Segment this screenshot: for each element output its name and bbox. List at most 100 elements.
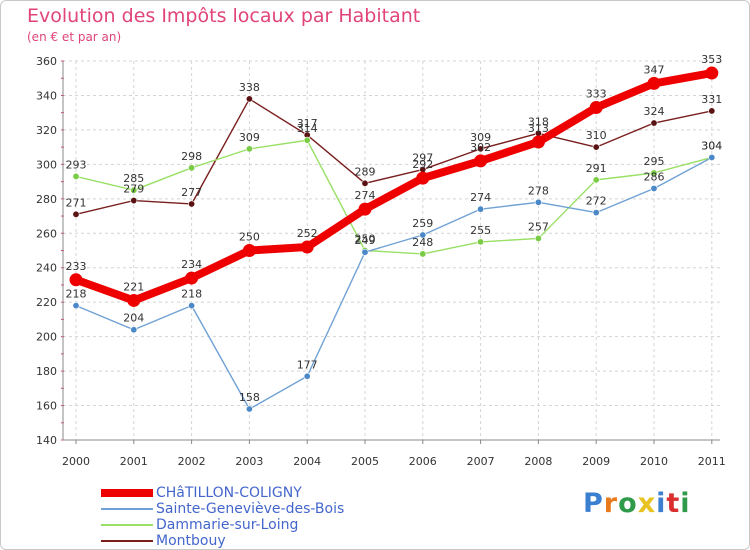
data-label: 293 (66, 158, 87, 171)
data-label: 278 (528, 184, 549, 197)
legend-swatch (101, 524, 153, 526)
data-label: 259 (412, 217, 433, 230)
data-label: 304 (701, 139, 722, 152)
data-point (300, 240, 314, 254)
data-label: 353 (701, 53, 722, 66)
data-label: 218 (181, 288, 202, 301)
data-point (650, 184, 658, 192)
data-label: 277 (181, 186, 202, 199)
data-label: 234 (181, 258, 202, 271)
data-label: 338 (239, 81, 260, 94)
data-label: 158 (239, 391, 260, 404)
data-label: 252 (297, 227, 318, 240)
data-label: 285 (123, 172, 144, 185)
y-tick-label: 180 (36, 365, 57, 378)
data-point (534, 198, 542, 206)
x-tick-label: 2000 (62, 455, 90, 468)
data-label: 302 (470, 141, 491, 154)
data-point (474, 154, 488, 168)
series-layer (69, 66, 719, 413)
logo-letter: i (680, 488, 691, 519)
legend-swatch (101, 508, 153, 510)
data-point (72, 210, 80, 218)
data-point (419, 231, 427, 239)
data-point (592, 209, 600, 217)
x-tick-label: 2001 (120, 455, 148, 468)
data-label: 250 (239, 231, 260, 244)
data-label: 221 (123, 280, 144, 293)
logo-letter: P (583, 488, 604, 519)
data-label: 218 (66, 288, 87, 301)
data-point (650, 119, 658, 127)
data-label: 286 (644, 170, 665, 183)
y-tick-label: 140 (36, 434, 57, 447)
data-label: 347 (644, 63, 665, 76)
logo-letter: r (603, 488, 619, 519)
data-point (72, 302, 80, 310)
y-tick-label: 260 (36, 227, 57, 240)
data-label: 274 (355, 189, 376, 202)
series-line (75, 139, 713, 255)
data-point (477, 145, 485, 153)
data-label: 292 (412, 158, 433, 171)
data-label: 248 (412, 236, 433, 249)
logo-letter: x (637, 488, 657, 519)
legend-swatch (101, 540, 153, 542)
data-point (127, 293, 141, 307)
grid-layer (63, 60, 720, 441)
data-label: 272 (586, 195, 607, 208)
data-point (589, 101, 603, 115)
data-point (130, 186, 138, 194)
data-label-layer: 271 279 277 338 317 289 297 309 318 310 324 331 293 2… (66, 53, 723, 404)
data-point (650, 169, 658, 177)
data-label: 295 (644, 155, 665, 168)
y-tick-label: 340 (36, 89, 57, 102)
legend-label: Montbouy (156, 533, 226, 549)
data-label: 298 (181, 150, 202, 163)
data-label: 274 (470, 191, 491, 204)
data-point (358, 202, 372, 216)
data-point (416, 171, 430, 185)
data-point (705, 66, 719, 80)
chart-subtitle: (en € et par an) (27, 30, 122, 44)
proxiti-logo: Proxiti (583, 488, 691, 519)
chart-legend: CHâTILLON-COLIGNY Sainte-Geneviève-des-B… (101, 485, 521, 549)
data-label: 304 (701, 139, 722, 152)
data-point (647, 76, 661, 90)
x-tick-label: 2007 (467, 455, 495, 468)
data-label: 318 (528, 115, 549, 128)
data-label: 297 (412, 152, 433, 165)
data-point (477, 205, 485, 213)
data-label: 324 (644, 105, 665, 118)
legend-label: Sainte-Geneviève-des-Bois (156, 501, 345, 517)
legend-item: Montbouy (101, 533, 521, 549)
data-point (130, 326, 138, 334)
y-tick-label: 240 (36, 262, 57, 275)
x-tick-label: 2008 (524, 455, 552, 468)
series-line (75, 156, 713, 410)
data-point (708, 153, 716, 161)
y-tick-label: 160 (36, 400, 57, 413)
data-label: 233 (66, 260, 87, 273)
data-label: 309 (239, 131, 260, 144)
data-point (69, 273, 83, 287)
y-tick-label: 220 (36, 296, 57, 309)
data-point (188, 302, 196, 310)
data-point (303, 136, 311, 144)
logo-letter: t (666, 488, 681, 519)
data-point (361, 179, 369, 187)
data-label: 271 (66, 196, 87, 209)
legend-label: Dammarie-sur-Loing (156, 517, 299, 533)
data-label: 309 (470, 131, 491, 144)
y-tick-label: 300 (36, 158, 57, 171)
data-point (419, 250, 427, 258)
data-label: 314 (297, 122, 318, 135)
chart-title: Evolution des Impôts locaux par Habitant (27, 5, 421, 27)
data-point (534, 234, 542, 242)
data-point (592, 176, 600, 184)
data-point (245, 95, 253, 103)
data-point (130, 197, 138, 205)
data-label: 313 (528, 122, 549, 135)
x-tick-label: 2005 (351, 455, 379, 468)
